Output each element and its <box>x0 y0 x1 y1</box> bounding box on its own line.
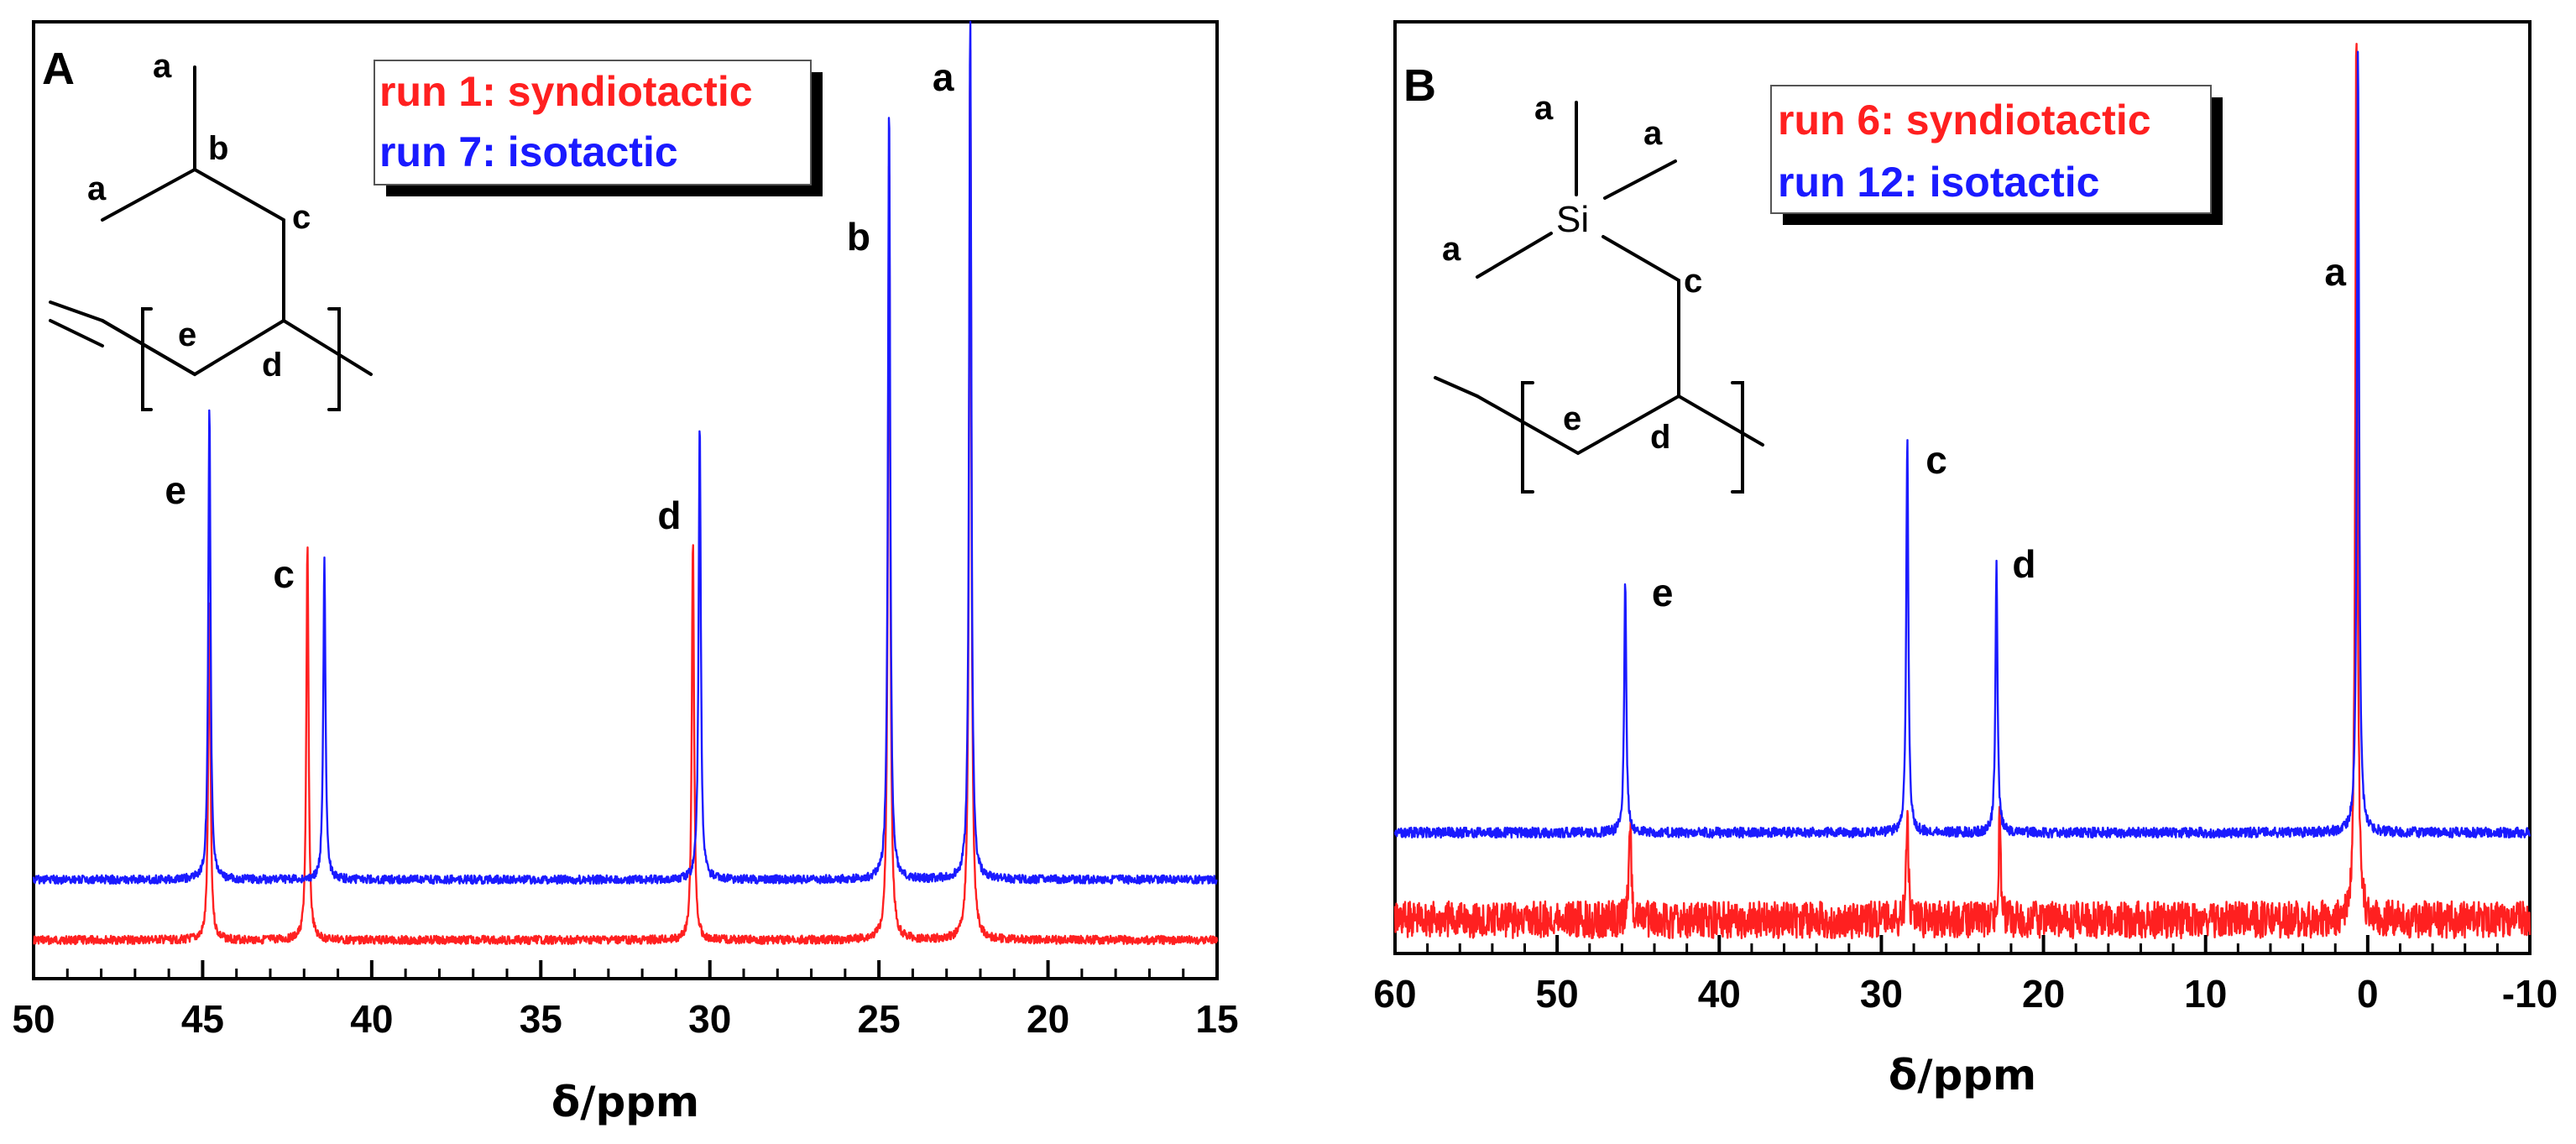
x-tick-label: 20 <box>2022 972 2065 1016</box>
isotactic-spectrum <box>32 20 1218 885</box>
structure-bond <box>101 65 196 222</box>
panel-a-label: A <box>42 44 75 94</box>
structure-label-a: a <box>1442 231 1461 268</box>
structure-bond <box>282 319 373 376</box>
structure-label-d: d <box>262 347 282 384</box>
structure-label-d: d <box>1650 419 1670 456</box>
x-tick-label: -10 <box>2502 972 2558 1016</box>
panel-b-frame <box>1393 20 2532 955</box>
peak-label-e: e <box>1652 571 1674 614</box>
structure-label-a: a <box>153 48 172 85</box>
structure-label-c: c <box>1684 263 1702 300</box>
x-tick-label: 35 <box>520 997 562 1041</box>
panel-a: e c d b a 50 45 40 35 30 25 20 15 A δ/ppm run 1: sy… <box>12 20 1239 1126</box>
structure-bond <box>49 319 104 347</box>
peak-label-a: a <box>933 55 954 99</box>
panel-b-label: B <box>1403 60 1436 111</box>
structure-bond <box>49 300 104 322</box>
x-tick-label: 60 <box>1373 972 1416 1016</box>
panel-a-legend: run 1: syndiotactic run 7: isotactic <box>374 60 823 196</box>
bracket-left <box>1521 381 1534 494</box>
structure-label-a: a <box>1643 115 1663 152</box>
structure-label-a: a <box>87 170 107 207</box>
structure-bond <box>101 319 196 376</box>
panel-b-legend: run 6: syndiotactic run 12: isotactic <box>1770 85 2223 225</box>
x-tick-label: 50 <box>12 997 55 1041</box>
structure-label-c: c <box>292 199 311 236</box>
panel-b: e c d a 60 50 40 30 20 10 0 -10 B δ/ppm run 6: syn… <box>1373 20 2558 1100</box>
isotactic-spectrum <box>1393 50 2532 839</box>
structure-bond <box>1603 159 1677 200</box>
panel-a-frame <box>32 20 1219 980</box>
panel-a-x-axis-title: δ/ppm <box>551 1078 699 1126</box>
x-tick-label: 30 <box>1860 972 1903 1016</box>
x-tick-label: 45 <box>181 997 224 1041</box>
panel-b-spectra: e c d a <box>1393 43 2532 940</box>
peak-label-b: b <box>847 215 870 259</box>
panel-a-spectra: e c d b a <box>32 20 1219 946</box>
structure-label-e: e <box>1563 400 1581 437</box>
x-tick-label: 10 <box>2184 972 2227 1016</box>
structure-label-a: a <box>1534 90 1554 127</box>
x-tick-label: 30 <box>688 997 731 1041</box>
x-tick-label: 15 <box>1195 997 1238 1041</box>
x-tick-label: 40 <box>1698 972 1741 1016</box>
legend-entry-isotactic: run 7: isotactic <box>379 128 678 175</box>
peak-label-a: a <box>2324 250 2346 294</box>
peak-label-c: c <box>1925 438 1947 482</box>
x-tick-label: 0 <box>2357 972 2379 1016</box>
x-tick-label: 25 <box>858 997 901 1041</box>
panel-b-x-axis-title: δ/ppm <box>1889 1051 2036 1100</box>
legend-entry-syndiotactic: run 1: syndiotactic <box>379 68 753 115</box>
peak-label-c: c <box>273 552 295 596</box>
structure-bond <box>1476 232 1553 279</box>
bracket-left <box>141 307 153 411</box>
panel-b-structure: Si a a a c e d <box>1434 90 1764 494</box>
legend-entry-syndiotactic: run 6: syndiotactic <box>1778 97 2151 144</box>
peak-label-e: e <box>165 468 186 512</box>
structure-label-si: Si <box>1556 199 1589 240</box>
peak-label-d: d <box>2012 542 2035 586</box>
legend-entry-isotactic: run 12: isotactic <box>1778 159 2099 206</box>
legend-box <box>1770 85 2212 214</box>
x-tick-label: 50 <box>1536 972 1579 1016</box>
syndiotactic-spectrum <box>33 49 1219 946</box>
x-tick-label: 40 <box>350 997 393 1041</box>
bracket-right <box>327 307 341 411</box>
panel-a-x-axis: 50 45 40 35 30 25 20 15 <box>12 960 1239 1041</box>
bracket-right <box>1731 381 1744 494</box>
x-tick-label: 20 <box>1027 997 1069 1041</box>
legend-box <box>374 60 812 185</box>
structure-label-b: b <box>208 130 228 167</box>
panel-a-structure: a b a c e d <box>49 48 373 411</box>
structure-bond <box>1476 394 1680 456</box>
panel-b-x-axis: 60 50 40 30 20 10 0 -10 <box>1373 935 2558 1016</box>
peak-label-d: d <box>657 494 681 537</box>
syndiotactic-spectrum <box>1393 43 2532 940</box>
structure-bond <box>1602 235 1764 447</box>
structure-bond <box>1434 376 1479 398</box>
structure-label-e: e <box>178 316 196 353</box>
